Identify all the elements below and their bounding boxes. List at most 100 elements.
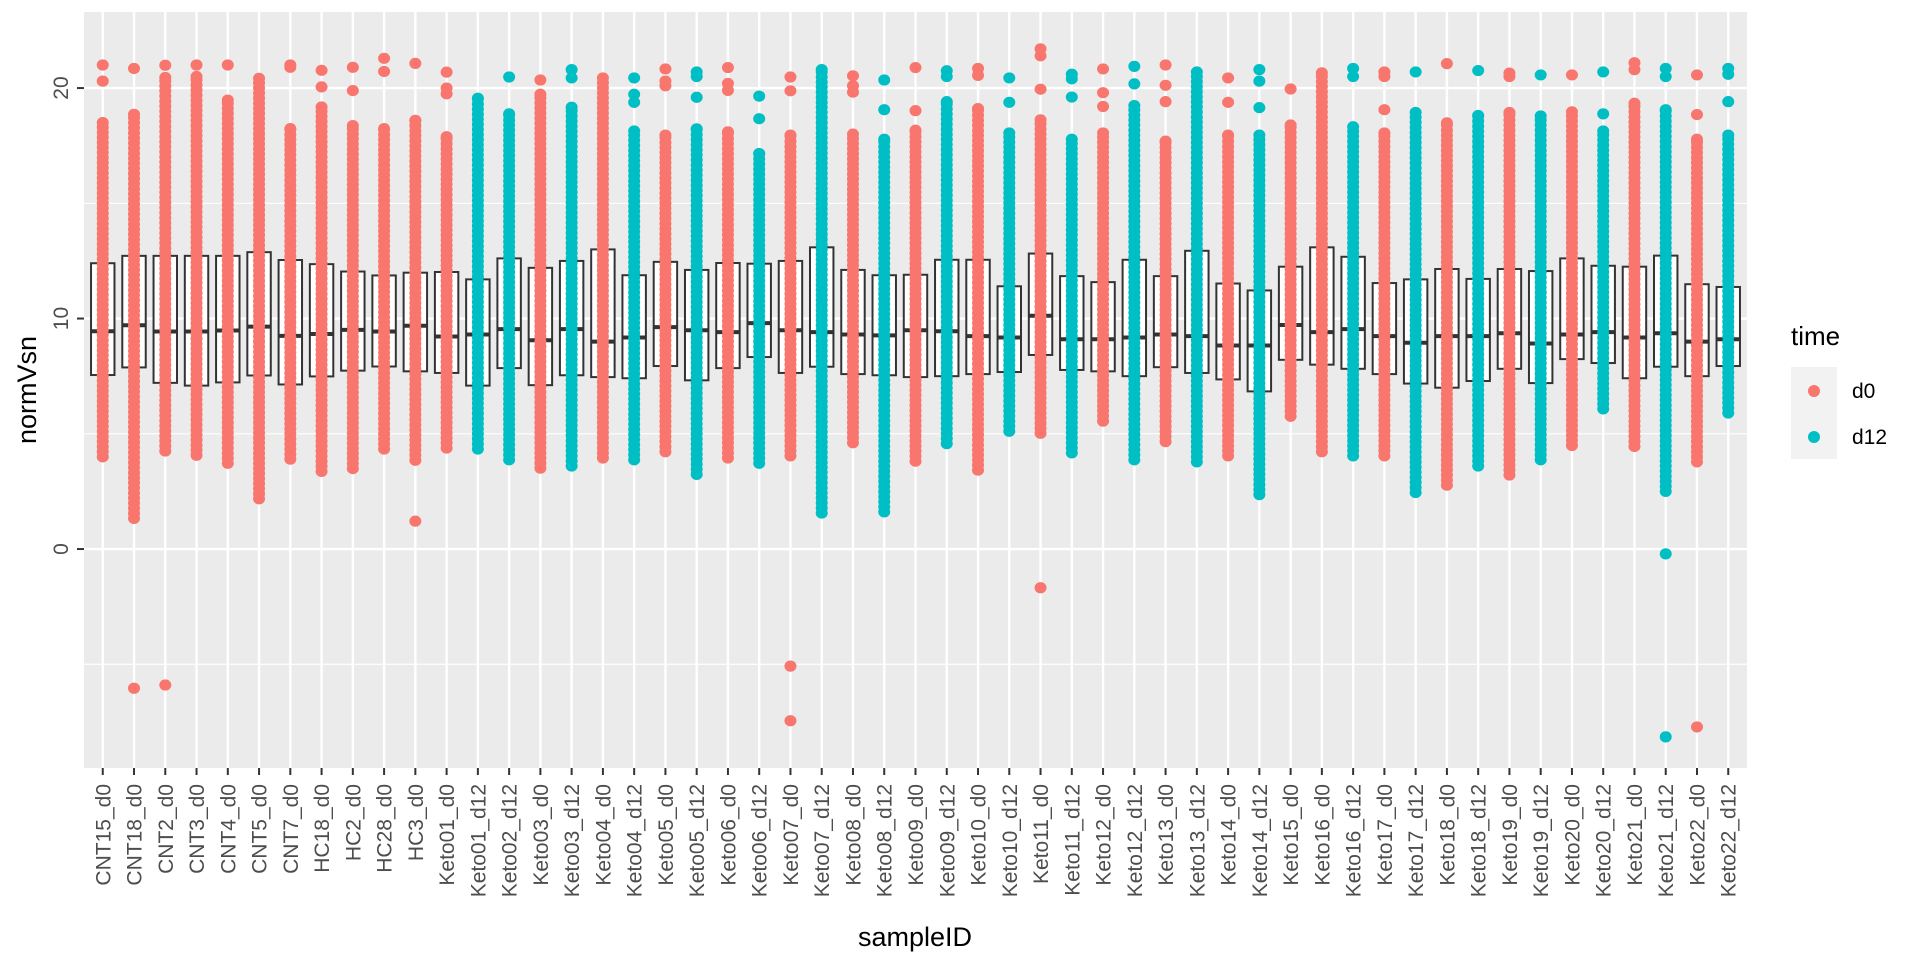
points-Keto07_d12 xyxy=(815,64,828,519)
points-Keto05_d0 xyxy=(659,63,672,458)
outlier-point xyxy=(159,679,172,691)
data-point xyxy=(1222,129,1235,141)
points-Keto18_d12 xyxy=(1472,64,1485,472)
outlier-point xyxy=(659,63,672,75)
x-tick-label: Keto09_d12 xyxy=(936,784,959,897)
points-Keto01_d12 xyxy=(471,92,484,455)
outlier-point xyxy=(1065,91,1078,103)
x-tick-label: Keto18_d12 xyxy=(1468,784,1491,897)
points-CNT7_d0 xyxy=(284,59,297,465)
outlier-point xyxy=(1003,72,1016,84)
points-Keto08_d12 xyxy=(878,74,891,518)
points-layer xyxy=(96,43,1735,743)
x-tick-label: Keto11_d0 xyxy=(1030,784,1053,884)
x-tick-label: Keto13_d12 xyxy=(1186,784,1209,897)
outlier-point xyxy=(690,91,703,103)
data-point xyxy=(96,117,109,129)
points-Keto21_d0 xyxy=(1628,57,1641,453)
outlier-point xyxy=(409,515,422,527)
x-tick-label: Keto19_d12 xyxy=(1530,784,1553,897)
points-Keto04_d12 xyxy=(628,72,641,466)
outlier-point xyxy=(846,80,859,92)
outlier-point xyxy=(128,62,141,75)
x-tick-label: Keto04_d0 xyxy=(592,784,615,886)
points-Keto19_d12 xyxy=(1534,69,1547,466)
x-tick-label: Keto01_d12 xyxy=(467,784,490,897)
x-tick-label: Keto22_d0 xyxy=(1686,784,1709,886)
outlier-point xyxy=(1534,69,1547,81)
outlier-point xyxy=(1159,59,1172,71)
x-tick-label: CNT15_d0 xyxy=(92,784,115,886)
outlier-point xyxy=(1628,57,1641,69)
data-point xyxy=(1409,106,1422,119)
outlier-point xyxy=(1597,66,1610,78)
x-tick-label: Keto07_d12 xyxy=(811,784,834,897)
x-tick-label: Keto05_d0 xyxy=(655,784,678,886)
data-point xyxy=(1628,97,1641,109)
outlier-point xyxy=(753,113,766,125)
outlier-point xyxy=(1472,64,1485,77)
outlier-point xyxy=(346,84,359,97)
outlier-point xyxy=(128,682,141,694)
outlier-point xyxy=(784,715,797,727)
data-point xyxy=(440,131,453,143)
x-tick-label: HC18_d0 xyxy=(311,784,334,873)
data-point xyxy=(190,70,203,83)
points-CNT5_d0 xyxy=(253,72,266,505)
legend-label-d12: d12 xyxy=(1852,426,1887,449)
x-tick-label: CNT18_d0 xyxy=(124,784,147,886)
data-point xyxy=(1284,119,1297,131)
x-tick-label: Keto12_d12 xyxy=(1124,784,1147,897)
data-point xyxy=(1534,110,1547,122)
outlier-point xyxy=(1722,96,1735,108)
outlier-point xyxy=(1159,79,1172,91)
data-point xyxy=(878,133,891,145)
x-tick-label: Keto10_d0 xyxy=(968,784,991,886)
outlier-point xyxy=(96,75,109,87)
points-Keto16_d0 xyxy=(1315,67,1328,458)
x-tick-label: HC3_d0 xyxy=(405,784,428,861)
outlier-point xyxy=(190,59,203,71)
outlier-point xyxy=(1284,83,1297,95)
x-tick-label: CNT2_d0 xyxy=(155,784,178,874)
outlier-point xyxy=(378,52,391,64)
outlier-point xyxy=(1222,72,1235,84)
outlier-point xyxy=(96,59,109,71)
data-point xyxy=(815,64,828,76)
points-Keto20_d12 xyxy=(1597,66,1610,415)
data-point xyxy=(503,108,516,120)
points-Keto14_d12 xyxy=(1253,64,1266,501)
points-Keto19_d0 xyxy=(1503,67,1516,481)
x-tick-label: CNT5_d0 xyxy=(249,784,272,874)
points-Keto22_d12 xyxy=(1722,62,1735,419)
data-point xyxy=(471,92,484,104)
data-point xyxy=(721,126,734,138)
outlier-point xyxy=(440,82,453,94)
x-tick-label: Keto10_d12 xyxy=(999,784,1022,897)
outlier-point xyxy=(1659,62,1672,75)
points-Keto09_d0 xyxy=(909,61,922,467)
points-Keto01_d0 xyxy=(440,66,453,454)
data-point xyxy=(1659,104,1672,116)
data-point xyxy=(1722,129,1735,141)
data-point xyxy=(409,114,422,126)
points-Keto04_d0 xyxy=(596,72,609,464)
y-tick-label: 10 xyxy=(50,307,73,330)
points-Keto11_d0 xyxy=(1034,43,1047,594)
data-point xyxy=(690,123,703,135)
legend: time d0 d12 xyxy=(1791,321,1887,459)
data-point xyxy=(784,129,797,141)
x-tick-label: Keto16_d12 xyxy=(1343,784,1366,897)
legend-key-d12 xyxy=(1808,431,1820,443)
x-tick-label: CNT4_d0 xyxy=(217,784,240,874)
outlier-point xyxy=(1347,62,1360,75)
outlier-point xyxy=(1097,63,1110,75)
x-tick-label: CNT3_d0 xyxy=(186,784,209,874)
data-point xyxy=(1565,106,1578,118)
outlier-point xyxy=(503,71,516,83)
outlier-point xyxy=(440,66,453,78)
x-tick-label: Keto15_d0 xyxy=(1280,784,1303,886)
x-tick-label: CNT7_d0 xyxy=(280,784,303,874)
x-tick-label: Keto03_d0 xyxy=(530,784,553,886)
